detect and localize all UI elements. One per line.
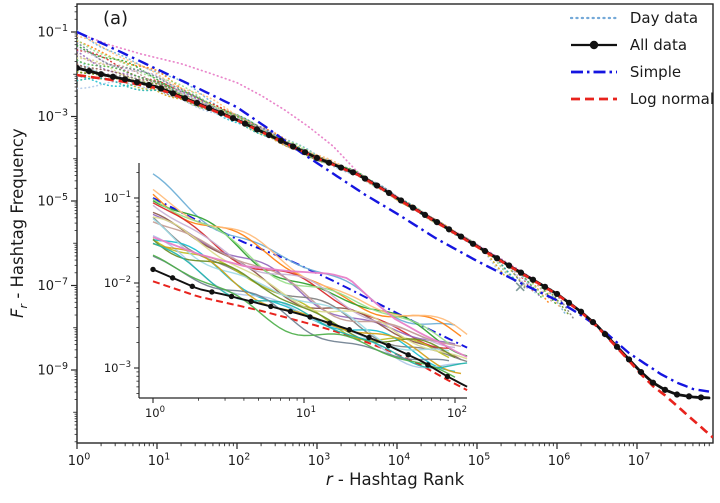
tick-label: 101 — [296, 405, 316, 420]
day-data-line — [77, 49, 534, 292]
x-axis-label-text: - Hashtag Rank — [332, 470, 465, 489]
tick-label: 105 — [468, 452, 491, 469]
day-data-line — [77, 59, 538, 296]
tick-label: 101 — [148, 452, 171, 469]
inset-day-data-lines — [152, 173, 468, 378]
legend-label: Log normal — [629, 89, 714, 108]
x-axis-label-symbol: r — [325, 470, 333, 489]
inset-day-data-line — [152, 254, 456, 378]
inset-day-data-line — [152, 218, 450, 352]
day-data-line — [77, 53, 554, 304]
tick-label: 10−9 — [37, 361, 68, 378]
tick-label: 100 — [145, 405, 165, 420]
day-data-line — [77, 63, 518, 285]
inset-all-data-line — [150, 266, 468, 388]
day-data-line — [77, 75, 510, 278]
inset-log-normal-line — [152, 280, 468, 391]
day-data-line-pink — [77, 31, 550, 290]
main-axes-frame — [76, 3, 714, 444]
tick-label: 10−5 — [37, 192, 68, 209]
y-axis-label-subscript: r — [17, 303, 31, 309]
inset-day-data-line — [152, 198, 450, 345]
tick-label: 10−1 — [37, 23, 68, 40]
legend-label: Day data — [629, 8, 699, 27]
day-data-line — [77, 80, 502, 276]
panel-label: (a) — [103, 8, 129, 29]
inset-day-data-line — [152, 216, 468, 360]
day-data-lines — [77, 29, 574, 319]
tick-label: 10−3 — [104, 360, 131, 375]
main-plot-area — [77, 29, 713, 439]
tick-label: 107 — [628, 452, 651, 469]
inset-day-data-line — [152, 221, 462, 348]
log-normal-line-swatch-icon — [570, 97, 617, 100]
tick-label: 102 — [447, 405, 467, 420]
day-data-line — [77, 77, 518, 283]
legend-entry-all-data: All data — [570, 33, 714, 56]
y-axis-label-symbol: F — [7, 308, 27, 318]
inset-day-data-line-pink — [152, 236, 468, 358]
legend-entry-log-normal: Log normal — [570, 87, 714, 110]
inset-axes: 100 101 102 10−1 10−2 10−3 — [104, 163, 468, 420]
tick-label: 10−2 — [104, 275, 131, 290]
simple-model-line — [77, 30, 710, 393]
inset-day-data-line — [152, 255, 450, 362]
day-data-line — [77, 59, 542, 298]
tick-label: 10−7 — [37, 277, 68, 294]
all-data-line-swatch-icon — [570, 40, 617, 49]
tick-label: 103 — [308, 452, 331, 469]
day-line-end-marker — [515, 282, 525, 292]
x-axis-label: r - Hashtag Rank — [245, 470, 545, 489]
inset-day-data-line — [152, 213, 456, 345]
tick-label: 10−3 — [37, 108, 68, 125]
all-data-markers — [77, 64, 705, 401]
legend-entry-day-data: Day data — [569, 6, 714, 29]
day-data-line — [77, 71, 570, 316]
tick-label: 102 — [228, 452, 251, 469]
day-data-line-swatch-icon — [569, 16, 618, 19]
legend-label: Simple — [629, 62, 682, 81]
day-data-line — [77, 70, 526, 288]
tick-label: 100 — [68, 452, 91, 469]
legend-label: All data — [629, 35, 688, 54]
day-data-line — [77, 44, 558, 306]
day-data-line — [77, 65, 574, 319]
log-normal-line — [77, 73, 713, 439]
day-data-line — [77, 29, 566, 315]
y-axis-label: Fr - Hashtag Frequency — [8, 128, 30, 318]
legend-entry-simple: Simple — [570, 60, 714, 83]
legend: Day data All data Simple Log normal — [569, 6, 714, 110]
tick-label: 104 — [388, 452, 411, 469]
day-data-line — [77, 73, 506, 277]
tick-label: 106 — [548, 452, 571, 469]
simple-model-line-swatch-icon — [570, 70, 617, 73]
day-data-line — [77, 57, 514, 281]
inset-day-data-line — [152, 173, 456, 326]
y-axis-label-text: - Hashtag Frequency — [7, 128, 27, 304]
inset-day-data-line — [152, 239, 456, 359]
tick-label: 10−1 — [104, 190, 131, 205]
